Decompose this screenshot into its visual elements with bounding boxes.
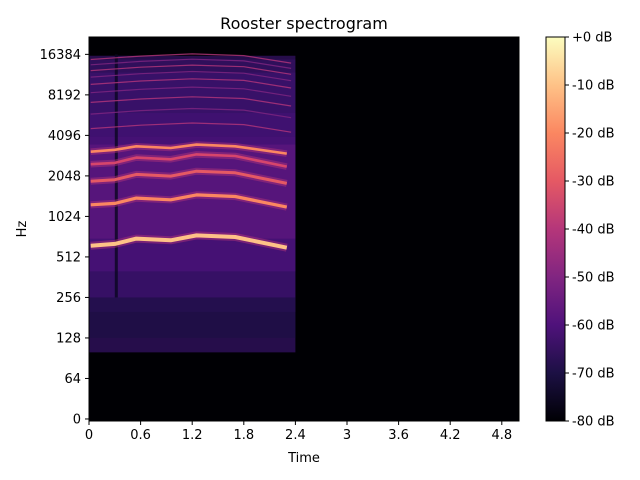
upper-harmonic [90,96,292,107]
x-tick-label: 0.6 [130,428,151,443]
y-tick-label: 1024 [48,210,81,225]
upper-harmonic [90,107,292,119]
colorbar-axis: +0 dB -10 dB -20 dB -30 dB -40 dB -50 dB -60 d… [565,31,615,430]
plot-frame [88,36,520,422]
upper-harmonic [90,58,292,69]
x-tick-label: 0 [85,428,93,443]
x-tick-label: 3 [343,428,351,443]
colorbar-tick-label: -60 dB [572,319,615,334]
y-tick-label: 128 [56,331,81,346]
x-tick-label: 3.6 [388,428,409,443]
x-axis: 0 0.6 1.2 1.8 2.4 3 3.6 4.2 4.8 [85,421,512,443]
colorbar-tick-label: -50 dB [572,271,615,286]
upper-harmonic [90,64,292,75]
energy-band [89,59,296,137]
colorbar-tick-label: -80 dB [572,415,615,430]
y-axis-label: Hz [15,221,30,238]
noise-band [89,297,296,338]
harmonic-track [90,233,288,250]
x-axis-label: Time [287,451,320,466]
harmonic-track [90,143,287,155]
y-tick-label: 512 [56,250,81,265]
chart-title: Rooster spectrogram [220,14,388,33]
x-tick-label: 1.8 [233,428,254,443]
upper-harmonic [90,78,292,89]
colorbar-tick-label: -10 dB [572,79,615,94]
x-tick-label: 4.8 [491,428,512,443]
colorbar-tick-label: -20 dB [572,127,615,142]
harmonic-track [90,153,288,168]
y-tick-label: 4096 [48,129,81,144]
colorbar-tick-label: -30 dB [572,175,615,190]
y-tick-label: 256 [56,291,81,306]
y-tick-label: 0 [73,412,81,427]
upper-harmonic [90,122,292,133]
x-tick-label: 4.2 [440,428,461,443]
harmonic-track [90,169,288,185]
spectrogram-heatmap [89,53,296,353]
y-tick-label: 8192 [48,88,81,103]
colorbar-tick-label: -70 dB [572,367,615,382]
y-tick-label: 2048 [48,169,81,184]
upper-harmonic [90,86,292,97]
harmonic-track [90,193,288,209]
x-tick-label: 1.2 [182,428,203,443]
x-tick-label: 2.4 [285,428,306,443]
upper-harmonic [90,70,292,82]
colorbar [545,36,566,422]
colorbar-tick-label: +0 dB [572,31,612,46]
dark-gap [114,54,118,298]
y-axis: 0 64 128 256 512 1024 2048 4096 8192 16384 [40,48,89,427]
energy-band [89,113,296,272]
upper-harmonic [90,53,292,64]
colorbar-tick-label: -40 dB [572,223,615,238]
y-tick-label: 64 [64,372,81,387]
y-tick-label: 16384 [40,48,81,63]
